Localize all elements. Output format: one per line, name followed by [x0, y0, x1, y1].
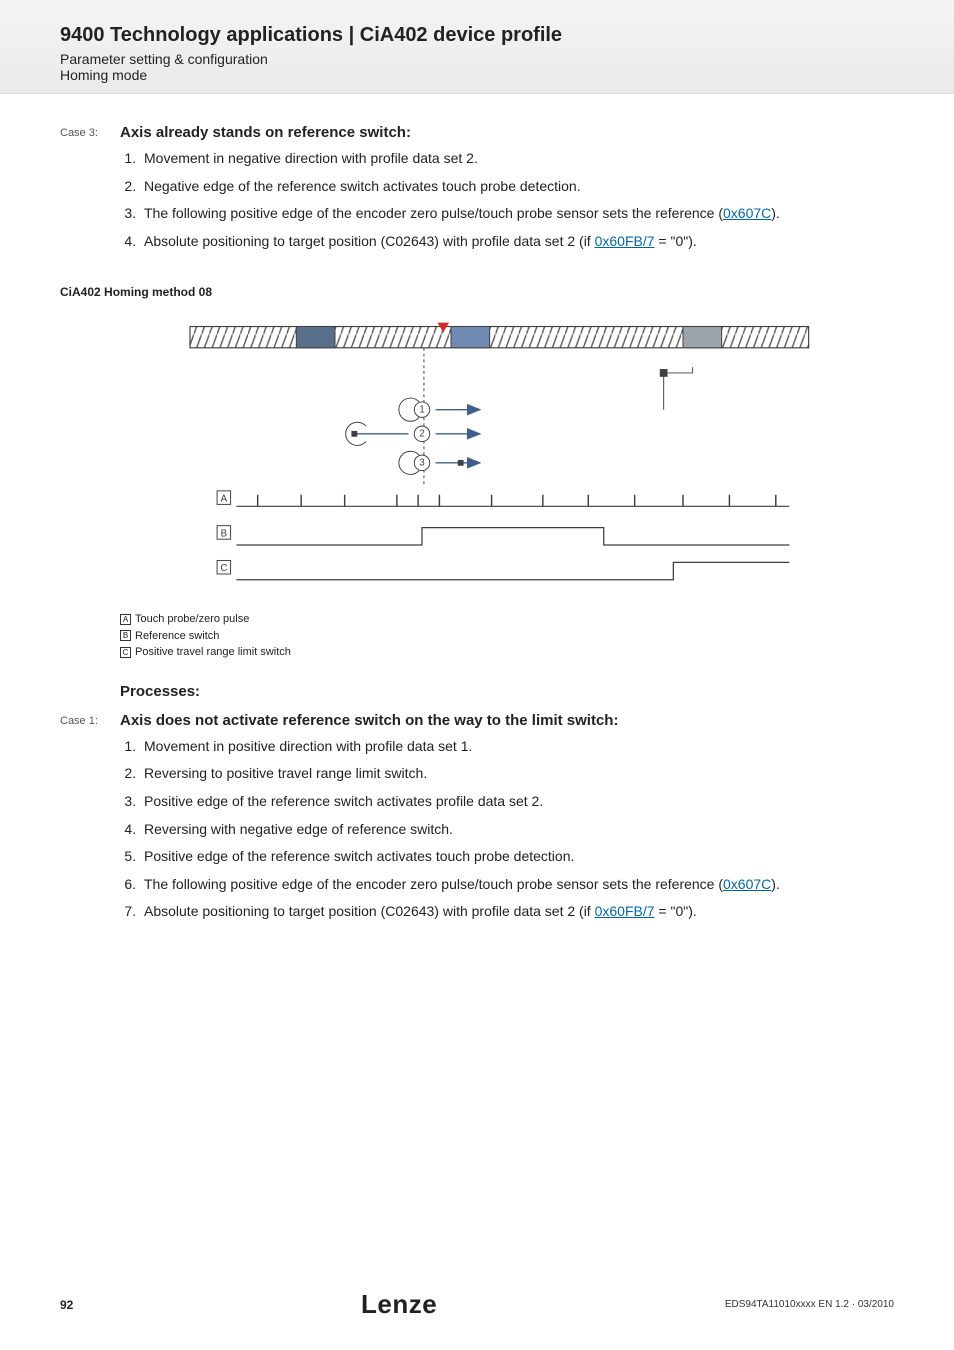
step-item: The following positive edge of the encod…	[140, 875, 894, 895]
step-item: Positive edge of the reference switch ac…	[140, 847, 894, 867]
case1-steps: Movement in positive direction with prof…	[140, 737, 894, 922]
page-content: Case 3: Axis already stands on reference…	[0, 94, 954, 922]
step-item: The following positive edge of the encod…	[140, 204, 894, 224]
step-item: Negative edge of the reference switch ac…	[140, 177, 894, 197]
svg-text:1: 1	[419, 405, 424, 416]
homing-diagram: 1 2 3 A B C ATouch probe/zero pulse BReferenc…	[120, 313, 840, 661]
page-number: 92	[60, 1298, 73, 1312]
param-link[interactable]: 0x607C	[723, 876, 771, 892]
legend-c: CPositive travel range limit switch	[120, 644, 840, 661]
case3-title: Axis already stands on reference switch:	[120, 124, 411, 141]
param-link[interactable]: 0x607C	[723, 205, 771, 221]
step-item: Positive edge of the reference switch ac…	[140, 792, 894, 812]
svg-text:3: 3	[419, 458, 424, 469]
doc-reference: EDS94TA11010xxxx EN 1.2 · 03/2010	[725, 1299, 894, 1310]
case3-steps: Movement in negative direction with prof…	[140, 149, 894, 251]
brand-logo: Lenze	[361, 1289, 437, 1320]
step-item: Reversing to positive travel range limit…	[140, 764, 894, 784]
diagram-legend: ATouch probe/zero pulse BReference switc…	[120, 611, 840, 661]
svg-text:B: B	[221, 529, 227, 540]
case1-label: Case 1:	[60, 712, 120, 727]
case1-title: Axis does not activate reference switch …	[120, 712, 618, 729]
svg-text:C: C	[220, 563, 227, 574]
case3-label: Case 3:	[60, 124, 120, 139]
page-footer: 92 Lenze EDS94TA11010xxxx EN 1.2 · 03/20…	[0, 1289, 954, 1320]
step-item: Absolute positioning to target position …	[140, 232, 894, 252]
step-item: Absolute positioning to target position …	[140, 902, 894, 922]
case3-row: Case 3: Axis already stands on reference…	[60, 124, 894, 141]
step-item: Movement in negative direction with prof…	[140, 149, 894, 169]
legend-b: BReference switch	[120, 628, 840, 645]
method-title: CiA402 Homing method 08	[60, 285, 894, 299]
svg-text:A: A	[221, 494, 228, 505]
param-link[interactable]: 0x60FB/7	[595, 233, 655, 249]
doc-subtitle-1: Parameter setting & configuration	[60, 51, 894, 67]
page-header: 9400 Technology applications | CiA402 de…	[0, 0, 954, 94]
processes-heading: Processes:	[120, 683, 894, 700]
case1-row: Case 1: Axis does not activate reference…	[60, 712, 894, 729]
svg-text:2: 2	[419, 429, 424, 440]
doc-title: 9400 Technology applications | CiA402 de…	[60, 24, 894, 47]
param-link[interactable]: 0x60FB/7	[595, 903, 655, 919]
legend-a: ATouch probe/zero pulse	[120, 611, 840, 628]
doc-subtitle-2: Homing mode	[60, 67, 894, 83]
step-item: Reversing with negative edge of referenc…	[140, 820, 894, 840]
step-item: Movement in positive direction with prof…	[140, 737, 894, 757]
diagram-svg: 1 2 3 A B C	[120, 313, 840, 603]
